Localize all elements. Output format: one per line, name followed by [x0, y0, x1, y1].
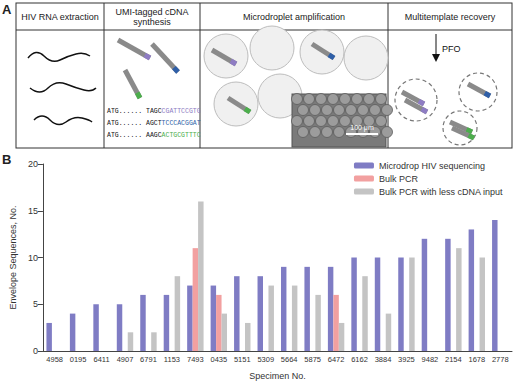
svg-text:10: 10 [28, 253, 38, 263]
svg-text:2778: 2778 [492, 355, 509, 364]
svg-text:ATG...... AGCTTCCCACGGAT: ATG...... AGCTTCCCACGGAT [107, 120, 201, 127]
svg-text:20: 20 [28, 159, 38, 169]
svg-text:0435: 0435 [210, 355, 227, 364]
svg-text:3925: 3925 [398, 355, 415, 364]
svg-text:0: 0 [33, 346, 38, 356]
svg-text:Bulk PCR: Bulk PCR [379, 174, 419, 184]
svg-text:Specimen No.: Specimen No. [249, 371, 306, 381]
svg-text:4907: 4907 [117, 355, 134, 364]
svg-text:Microdrop HIV sequencing: Microdrop HIV sequencing [379, 161, 485, 171]
svg-text:5: 5 [33, 299, 38, 309]
html-text:B: B [2, 152, 12, 167]
svg-text:9482: 9482 [422, 355, 439, 364]
svg-text:ATG...... TAGCCGATTCCGTG: ATG...... TAGCCGATTCCGTG [107, 108, 201, 115]
svg-text:5875: 5875 [304, 355, 321, 364]
svg-text:1153: 1153 [164, 355, 180, 364]
svg-text:7493: 7493 [187, 355, 204, 364]
svg-text:1678: 1678 [468, 355, 485, 364]
svg-text:6472: 6472 [328, 355, 345, 364]
svg-text:5151: 5151 [234, 355, 251, 364]
svg-text:2154: 2154 [445, 355, 462, 364]
svg-text:ATG...... AAGCACTGCGTTTC: ATG...... AAGCACTGCGTTTC [107, 132, 201, 139]
html-text:A: A [2, 2, 12, 17]
svg-text:5309: 5309 [257, 355, 274, 364]
svg-text:Envelope Sequences, No.: Envelope Sequences, No. [8, 205, 18, 309]
html-text:Multitemplate recovery: Multitemplate recovery [404, 11, 496, 22]
svg-text:3884: 3884 [375, 355, 392, 364]
html-text:HIV RNA extraction: HIV RNA extraction [21, 11, 99, 22]
svg-text:6791: 6791 [140, 355, 157, 364]
svg-text:Bulk PCR with less cDNA input: Bulk PCR with less cDNA input [379, 187, 503, 197]
html-text:UMI-tagged cDNA synthesis: UMI-tagged cDNA synthesis [115, 6, 189, 27]
html-text:Microdroplet amplification: Microdroplet amplification [243, 11, 345, 22]
svg-text:5664: 5664 [281, 355, 298, 364]
svg-text:100 μm: 100 μm [350, 124, 374, 132]
svg-text:15: 15 [28, 206, 38, 216]
svg-text:0195: 0195 [70, 355, 87, 364]
svg-text:4958: 4958 [46, 355, 63, 364]
svg-text:6411: 6411 [93, 355, 109, 364]
svg-text:6162: 6162 [351, 355, 368, 364]
svg-text:PFO: PFO [442, 44, 461, 54]
